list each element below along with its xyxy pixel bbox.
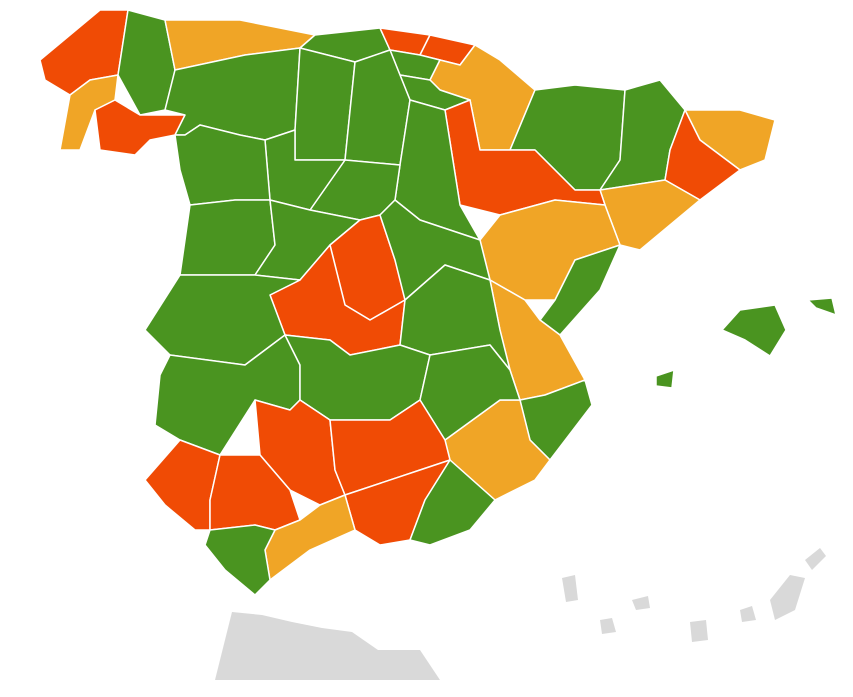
province [409, 459, 496, 546]
africa [215, 612, 440, 680]
island [805, 548, 826, 570]
province [807, 297, 837, 316]
island [690, 620, 708, 642]
island [632, 596, 650, 610]
outside-land [215, 548, 826, 680]
provinces [39, 9, 837, 596]
island [770, 575, 805, 620]
province [655, 369, 675, 389]
province [144, 439, 221, 531]
province [174, 124, 271, 206]
island [740, 606, 756, 622]
island [600, 618, 616, 634]
province [721, 304, 787, 357]
province [179, 199, 276, 276]
province [204, 524, 276, 596]
island [562, 575, 578, 602]
